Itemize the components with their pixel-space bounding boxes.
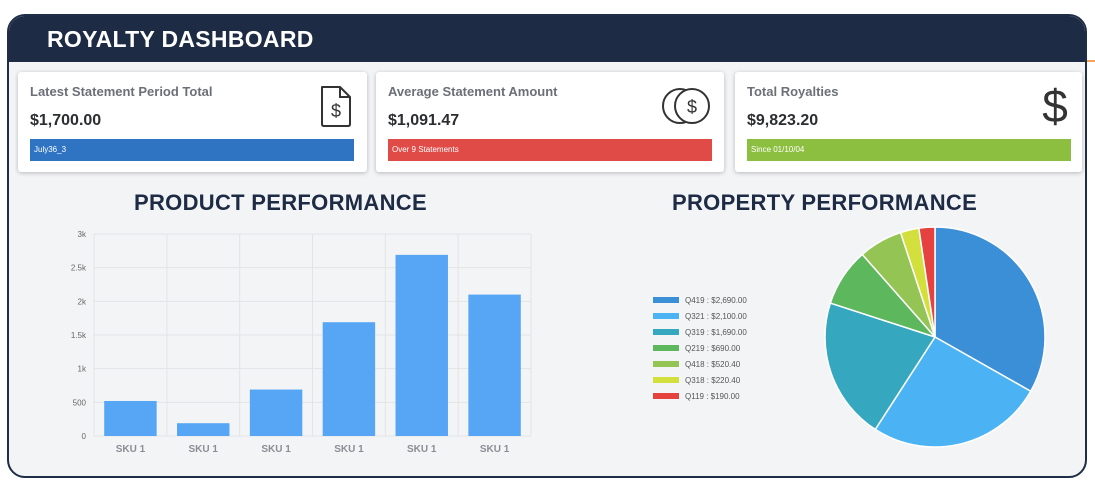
legend-item[interactable]: Q321 : $2,100.00: [685, 312, 747, 321]
document-dollar-icon: $: [321, 86, 351, 127]
product-bar-chart: 0 500 1k 1.5k 2k 2.5k 3k SKU 1 SKU 1 SKU 1 SKU 1 SK…: [71, 230, 532, 455]
legend-item[interactable]: Q419 : $2,690.00: [685, 296, 747, 305]
legend-item[interactable]: Q418 : $520.40: [685, 360, 741, 369]
card-value: $9,823.20: [747, 112, 819, 129]
legend-swatch: [653, 329, 679, 335]
x-tick-label: SKU 1: [334, 444, 364, 455]
x-tick-label: SKU 1: [189, 444, 219, 455]
card-value: $1,091.47: [388, 112, 460, 129]
legend-swatch: [653, 313, 679, 319]
card-status-bar: July36_3: [30, 139, 354, 161]
bar[interactable]: [104, 400, 157, 436]
legend-item[interactable]: Q318 : $220.40: [685, 376, 741, 385]
card-status-bar: Since 01/10/04: [747, 139, 1071, 161]
svg-text:$: $: [331, 101, 341, 121]
legend-item[interactable]: Q219 : $690.00: [685, 344, 741, 353]
pie-slice[interactable]: [917, 226, 936, 338]
legend-swatch: [653, 297, 679, 303]
x-tick-label: SKU 1: [407, 444, 437, 455]
x-tick-label: SKU 1: [261, 444, 291, 455]
bar[interactable]: [249, 389, 303, 436]
coins-icon: $: [662, 88, 710, 124]
legend-item[interactable]: Q319 : $1,690.00: [685, 328, 747, 337]
page-title: ROYALTY DASHBOARD: [47, 26, 314, 52]
dashboard-frame: ROYALTY DASHBOARD Latest Statement Perio…: [7, 14, 1087, 478]
x-tick-label: SKU 1: [480, 444, 510, 455]
card-total-royalties[interactable]: Total Royalties $9,823.20 Since 01/10/04…: [735, 72, 1082, 172]
legend-swatch: [653, 393, 679, 399]
legend-swatch: [653, 345, 679, 351]
y-tick-label: 3k: [78, 230, 87, 239]
card-label: Total Royalties: [747, 84, 839, 99]
y-tick-label: 500: [73, 398, 87, 407]
svg-text:$: $: [687, 97, 697, 117]
card-label: Latest Statement Period Total: [30, 84, 213, 99]
y-tick-label: 1k: [78, 365, 87, 374]
bar[interactable]: [322, 322, 376, 436]
card-label: Average Statement Amount: [388, 84, 558, 99]
dollar-sign-icon: $: [1042, 80, 1068, 130]
card-value: $1,700.00: [30, 112, 102, 129]
bar[interactable]: [395, 254, 448, 436]
legend-swatch: [653, 377, 679, 383]
header-bar: ROYALTY DASHBOARD: [9, 16, 1085, 62]
y-tick-label: 0: [82, 432, 87, 441]
bar[interactable]: [468, 294, 521, 436]
card-status-bar: Over 9 Statements: [388, 139, 712, 161]
accent-rule: [1085, 60, 1095, 62]
legend-item[interactable]: Q119 : $190.00: [685, 392, 740, 401]
y-tick-label: 2k: [78, 297, 87, 306]
pie-slice[interactable]: [874, 335, 1032, 448]
property-pie-chart: Q419 : $2,690.00 Q321 : $2,100.00 Q319 : $…: [653, 226, 1046, 448]
x-tick-label: SKU 1: [116, 444, 146, 455]
card-latest-statement[interactable]: Latest Statement Period Total $1,700.00 …: [18, 72, 367, 172]
y-tick-label: 2.5k: [71, 264, 87, 273]
pie-slice[interactable]: [824, 302, 937, 431]
legend-swatch: [653, 361, 679, 367]
bar[interactable]: [177, 423, 230, 436]
product-performance-title: PRODUCT PERFORMANCE: [134, 190, 427, 215]
property-performance-title: PROPERTY PERFORMANCE: [672, 190, 978, 215]
card-average-statement[interactable]: Average Statement Amount $1,091.47 Over …: [376, 72, 724, 172]
y-tick-label: 1.5k: [71, 331, 87, 340]
pie-slice[interactable]: [934, 226, 1046, 393]
svg-text:$: $: [1042, 80, 1068, 130]
